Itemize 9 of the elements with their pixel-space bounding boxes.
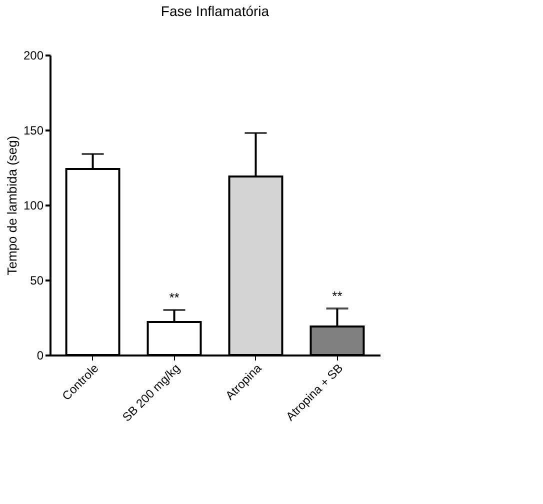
annotation: ** [169, 290, 180, 305]
y-tick-label: 0 [36, 348, 44, 362]
y-tick-label: 200 [23, 48, 44, 62]
y-axis-title: Tempo de lambida (seg) [4, 136, 20, 276]
y-tick-label: 100 [23, 198, 44, 212]
chart-title: Fase Inflamatória [160, 3, 270, 19]
y-tick-label: 50 [30, 274, 44, 288]
annotation: ** [332, 288, 342, 304]
y-tick-label: 150 [23, 124, 44, 138]
